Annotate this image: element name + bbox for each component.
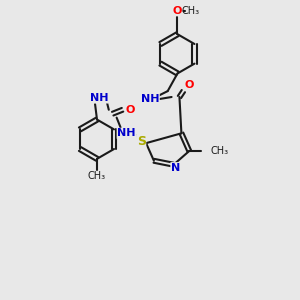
- Text: NH: NH: [117, 128, 136, 138]
- Text: O: O: [126, 105, 135, 115]
- Text: S: S: [137, 135, 146, 148]
- Text: NH: NH: [90, 93, 108, 103]
- Text: O: O: [184, 80, 194, 90]
- Text: CH₃: CH₃: [182, 6, 200, 16]
- Text: N: N: [171, 163, 180, 173]
- Text: CH₃: CH₃: [211, 146, 229, 156]
- Text: O: O: [173, 6, 182, 16]
- Text: CH₃: CH₃: [88, 170, 106, 181]
- Text: NH: NH: [141, 94, 159, 104]
